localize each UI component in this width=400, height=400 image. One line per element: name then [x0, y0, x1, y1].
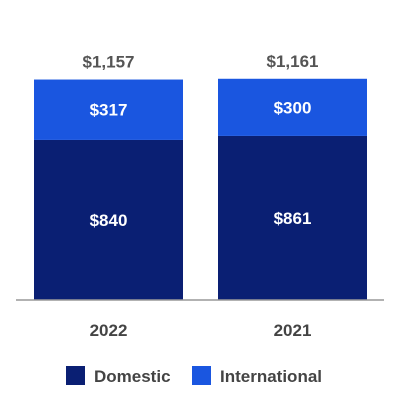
legend: Domestic International	[66, 366, 322, 386]
bar-international-2021	[218, 78, 367, 136]
bars-group	[34, 78, 367, 300]
total-label-2022: $1,157	[83, 53, 135, 72]
total-label-2021: $1,161	[267, 52, 319, 71]
legend-swatch-domestic	[66, 366, 85, 385]
legend-label-domestic: Domestic	[94, 367, 171, 386]
category-label-2021: 2021	[274, 321, 312, 340]
bar-domestic-2021	[218, 135, 367, 300]
labels-group: $840 $317 $1,157 2022 $861 $300 $1,161 2021	[83, 52, 319, 340]
data-label-international-2021: $300	[274, 98, 312, 117]
data-label-domestic-2022: $840	[90, 211, 128, 230]
data-label-international-2022: $317	[90, 101, 128, 120]
bar-international-2022	[34, 79, 183, 140]
legend-swatch-international	[192, 366, 211, 385]
category-label-2022: 2022	[90, 321, 128, 340]
data-label-domestic-2021: $861	[274, 209, 312, 228]
bar-domestic-2022	[34, 139, 183, 300]
legend-label-international: International	[220, 367, 322, 386]
